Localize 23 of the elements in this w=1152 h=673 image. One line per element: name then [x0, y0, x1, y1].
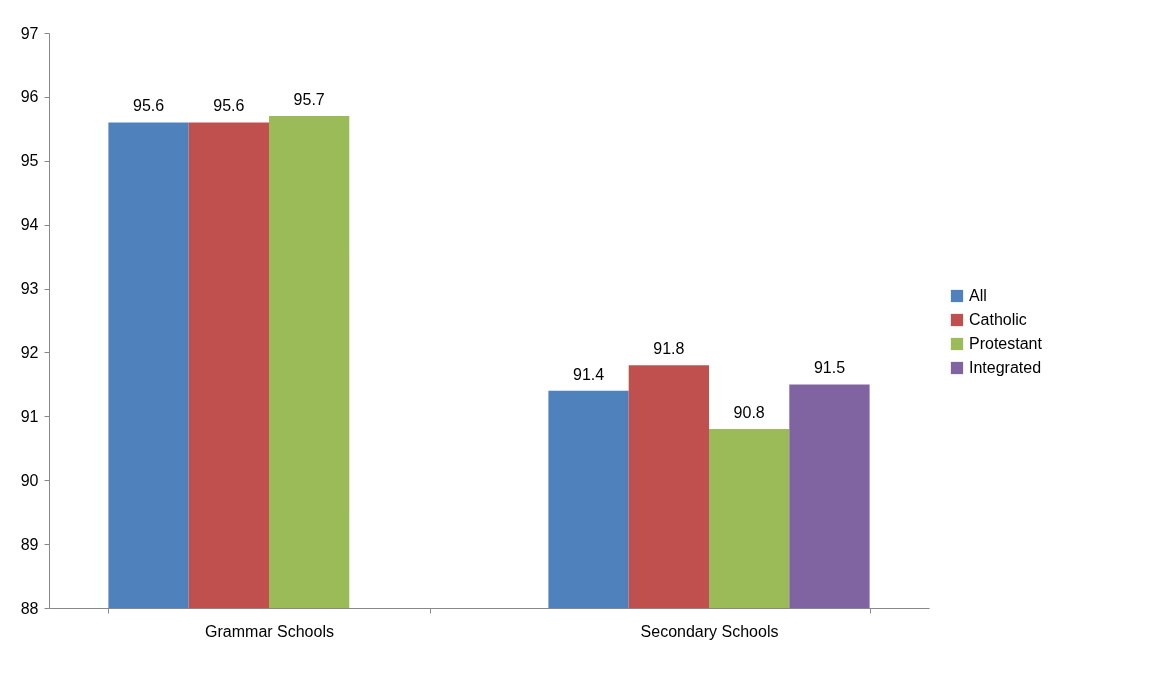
data-label: 95.7 [293, 91, 325, 109]
y-tick-label: 96 [20, 88, 39, 106]
y-tick-label: 95 [20, 152, 39, 170]
y-tick-label: 97 [20, 24, 39, 42]
legend-label: Catholic [969, 311, 1027, 328]
legend-label: Protestant [969, 335, 1043, 352]
x-tick-label: Grammar Schools [205, 622, 334, 640]
y-tick-label: 89 [20, 535, 39, 553]
data-label: 91.8 [653, 340, 685, 358]
x-tick-label: Secondary Schools [640, 622, 779, 640]
y-tick-label: 93 [20, 280, 39, 298]
data-label: 91.4 [572, 365, 605, 383]
data-label: 95.6 [213, 97, 245, 115]
legend-label: Integrated [969, 359, 1042, 376]
data-label: 90.8 [733, 404, 765, 422]
y-tick-label: 88 [20, 599, 39, 617]
y-tick-label: 90 [20, 471, 39, 489]
data-label: 95.6 [132, 97, 165, 115]
data-label: 91.5 [813, 359, 846, 377]
y-tick-label: 91 [20, 407, 39, 425]
legend-label: All [969, 287, 987, 304]
y-tick-label: 94 [20, 216, 39, 234]
y-tick-label: 92 [20, 343, 39, 361]
